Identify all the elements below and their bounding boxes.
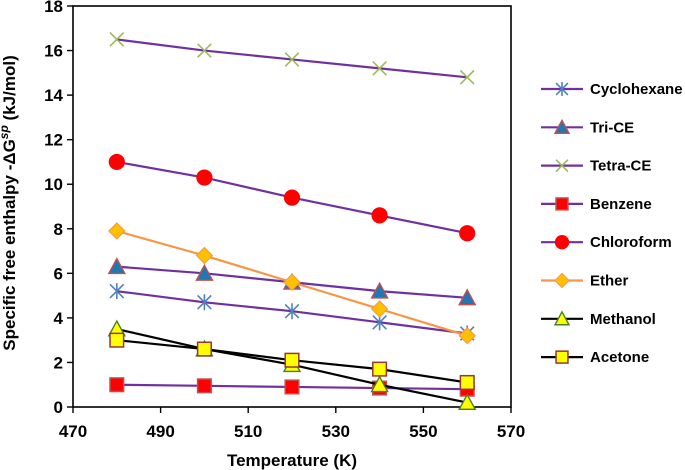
- x-tick-label: 510: [234, 422, 262, 441]
- data-point: [195, 263, 214, 281]
- y-tick-label: 16: [44, 42, 63, 61]
- legend-label: Acetone: [590, 349, 649, 366]
- data-point: [284, 352, 300, 368]
- x-tick-label: 530: [322, 422, 350, 441]
- x-axis-title: Temperature (K): [227, 451, 357, 470]
- y-axis-title-prefix: Specific free enthalpy -ΔG: [0, 139, 19, 351]
- x-tick-label: 490: [146, 422, 174, 441]
- legend-label: Tetra-CE: [590, 158, 651, 175]
- data-point: [458, 288, 477, 306]
- data-point: [196, 169, 213, 186]
- series-acetone: [109, 332, 475, 391]
- data-point: [107, 257, 126, 275]
- y-axis-title: Specific free enthalpy -ΔGsp (kJ/mol): [0, 55, 19, 350]
- legend-marker: [553, 310, 571, 326]
- y-tick-label: 10: [44, 175, 63, 194]
- y-tick-label: 18: [44, 0, 63, 16]
- data-point: [371, 207, 388, 224]
- data-point: [196, 341, 212, 357]
- y-tick-label: 6: [54, 264, 63, 283]
- legend-item: Tetra-CE: [541, 158, 651, 175]
- y-axis-title-suffix: (kJ/mol): [0, 55, 19, 125]
- legend-marker: [555, 197, 569, 211]
- legend-item: Tri-CE: [541, 118, 634, 136]
- legend-label: Methanol: [590, 311, 656, 328]
- data-point: [459, 225, 476, 242]
- legend-label: Benzene: [590, 196, 652, 213]
- plot-area: [72, 5, 512, 408]
- plot-frame: [72, 5, 512, 408]
- legend-item: Chloroform: [541, 234, 672, 251]
- legend: Cyclohexane Tri-CE Tetra-CE Benzene Chlorofo…: [541, 81, 683, 366]
- legend-label: Chloroform: [590, 234, 672, 251]
- legend-label: Cyclohexane: [590, 81, 683, 98]
- series-tetra-ce: [109, 32, 475, 85]
- data-point: [370, 300, 389, 318]
- x-tick-label: 470: [59, 422, 87, 441]
- data-point: [195, 246, 214, 265]
- y-axis-ticks: 0 2 4 6 8 10 12 14 16 18: [44, 0, 73, 417]
- data-point: [458, 327, 476, 345]
- data-point: [459, 69, 475, 85]
- y-tick-label: 12: [44, 131, 63, 150]
- data-point: [197, 43, 212, 58]
- data-point: [108, 153, 125, 171]
- data-point: [109, 377, 125, 393]
- legend-item: Cyclohexane: [541, 81, 683, 98]
- x-tick-label: 550: [409, 422, 437, 441]
- data-point: [459, 374, 475, 391]
- y-tick-label: 2: [54, 353, 63, 372]
- legend-marker: [555, 159, 569, 173]
- data-point: [283, 273, 301, 291]
- legend-marker: [553, 118, 571, 134]
- y-tick-label: 14: [44, 86, 63, 105]
- legend-label: Tri-CE: [590, 119, 634, 136]
- legend-item: Acetone: [541, 349, 649, 366]
- data-point: [370, 375, 389, 393]
- series-chloroform: [108, 153, 476, 242]
- y-tick-label: 8: [54, 220, 63, 239]
- legend-item: Methanol: [541, 310, 656, 328]
- data-point: [109, 32, 125, 47]
- x-tick-label: 570: [497, 422, 525, 441]
- series-ether: [108, 222, 476, 345]
- y-tick-label: 4: [54, 309, 64, 328]
- legend-label: Ether: [590, 273, 629, 290]
- legend-item: Ether: [541, 273, 629, 290]
- legend-marker: [554, 272, 570, 289]
- data-point: [372, 61, 387, 76]
- data-point: [458, 393, 477, 411]
- legend-item: Benzene: [541, 196, 652, 213]
- data-point: [284, 303, 300, 320]
- series-layer: [107, 32, 477, 411]
- y-tick-label: 0: [54, 398, 63, 417]
- x-axis-ticks: 470 490 510 530 550 570: [59, 407, 525, 441]
- data-point: [284, 379, 300, 395]
- legend-marker: [554, 235, 570, 250]
- data-point: [372, 361, 388, 377]
- data-point: [196, 378, 212, 394]
- data-point: [108, 222, 126, 240]
- data-point: [197, 294, 212, 311]
- data-point: [109, 283, 125, 300]
- data-point: [109, 332, 125, 348]
- legend-marker: [555, 82, 569, 96]
- data-point: [283, 189, 301, 206]
- legend-marker: [555, 350, 569, 364]
- data-point: [284, 52, 300, 67]
- y-axis-title-sup: sp: [0, 125, 11, 139]
- data-point: [370, 281, 389, 299]
